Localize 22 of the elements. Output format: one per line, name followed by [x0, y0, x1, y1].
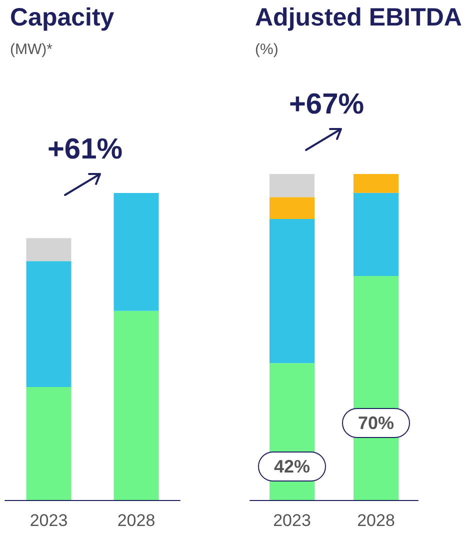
annotation: 70% — [358, 413, 394, 434]
text: +67% — [289, 88, 364, 120]
bar — [270, 197, 314, 219]
chart-subtitle: (%) — [255, 41, 278, 58]
chart-subtitle: (MW)* — [10, 41, 53, 58]
bar — [114, 193, 159, 311]
text: +61% — [48, 134, 123, 166]
bar — [114, 310, 159, 500]
x-tick-label: 2023 — [30, 511, 68, 530]
bar — [26, 387, 72, 500]
bar — [270, 174, 314, 198]
x-tick-label: 2023 — [273, 511, 311, 530]
bar — [26, 261, 72, 388]
bar — [354, 192, 398, 276]
annotation: 42% — [274, 456, 310, 477]
x-tick-label: 2028 — [117, 511, 156, 530]
chart-title: Capacity — [10, 4, 114, 32]
bar — [354, 174, 398, 193]
bar — [26, 238, 72, 262]
x-tick-label: 2028 — [357, 511, 395, 530]
bar — [270, 218, 314, 364]
chart-title: Adjusted EBITDA — [255, 4, 462, 32]
